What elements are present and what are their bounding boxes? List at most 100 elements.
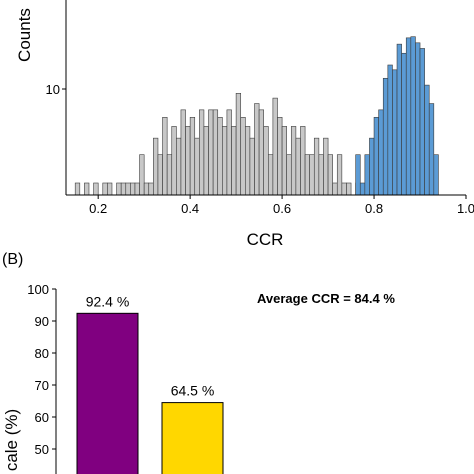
histogram-bar (359, 182, 366, 196)
histogram-bar (369, 137, 375, 196)
histogram-bar (134, 182, 140, 196)
histogram-bar (93, 182, 99, 196)
histogram-bar (300, 126, 306, 196)
histogram-x-ticks: 0.2 0.4 0.6 0.8 1.0 (89, 195, 474, 216)
histogram-bar (157, 154, 163, 196)
histogram-bar (130, 182, 136, 196)
histogram-bar (171, 126, 177, 196)
histogram-bar (309, 154, 315, 196)
histogram-x-tick-label: 0.2 (89, 201, 107, 216)
histogram-bar (258, 109, 265, 196)
bar-panel: (B) Average CCR = 84.4 % 50 60 70 80 90 100 9… (2, 251, 395, 474)
histogram-bar (74, 182, 81, 196)
bar-bars (76, 312, 224, 474)
histogram-bar (166, 154, 173, 196)
histogram-bar (199, 109, 205, 196)
panel-b-label: (B) (2, 251, 23, 268)
histogram-bar (424, 84, 430, 196)
histogram-bar (203, 126, 209, 196)
histogram-bar (185, 126, 191, 196)
bar-y-axis-label: cale (%) (2, 409, 21, 471)
bar-y-tick-label: 70 (35, 378, 49, 393)
histogram-bar (125, 182, 131, 196)
histogram-bar (286, 154, 292, 196)
histogram-bar (341, 182, 347, 196)
bar-y-tick-label: 60 (35, 410, 49, 425)
histogram-bar (212, 109, 219, 196)
histogram-bar (153, 137, 159, 196)
histogram-x-tick-label: 0.4 (181, 201, 199, 216)
histogram-bar (249, 137, 255, 196)
histogram-bar (327, 154, 333, 196)
bar-value-labels: 92.4 % 64.5 % (86, 293, 215, 398)
histogram-y-axis-label: Counts (15, 8, 34, 62)
histogram-bar (267, 154, 274, 196)
bar-y-tick-label: 100 (27, 282, 49, 297)
histogram-bar (208, 109, 214, 196)
histogram-x-tick-label: 0.6 (273, 201, 291, 216)
histogram-bar (396, 43, 402, 196)
histogram-bar (162, 117, 168, 196)
histogram-bar (102, 182, 108, 196)
histogram-bar (405, 37, 412, 196)
histogram-bar (235, 93, 242, 196)
histogram-bar (332, 182, 338, 196)
histogram-bar (392, 69, 398, 196)
histogram-y-tick-label: 10 (46, 82, 60, 97)
histogram-bar (226, 109, 232, 196)
histogram-bar (419, 48, 425, 196)
histogram-bar (364, 154, 370, 196)
histogram-panel: 0.2 0.4 0.6 0.8 1.0 10 CCR Counts (15, 0, 474, 249)
histogram-x-tick-label: 1.0 (457, 201, 474, 216)
bar-y-tick-label: 50 (35, 442, 49, 457)
histogram-bar (373, 117, 379, 196)
histogram-bar (323, 137, 329, 196)
histogram-bar (318, 154, 324, 196)
bar-y-tick-label: 80 (35, 346, 49, 361)
histogram-bar (217, 117, 223, 196)
histogram-bar (401, 52, 407, 196)
histogram-bar (263, 126, 269, 196)
histogram-bar (355, 154, 361, 196)
histogram-bar (378, 109, 384, 196)
histogram-y-ticks: 10 (46, 82, 66, 97)
histogram-bar (346, 182, 352, 196)
average-ccr-annotation: Average CCR = 84.4 % (257, 291, 395, 306)
bar-y-tick-label: 90 (35, 314, 49, 329)
histogram-bar (295, 137, 301, 196)
bar-value-label: 92.4 % (86, 293, 130, 309)
histogram-bar (148, 182, 154, 196)
histogram-bar (139, 154, 145, 196)
histogram-bars (74, 36, 439, 196)
histogram-bar (194, 137, 200, 196)
histogram-bar (254, 103, 260, 196)
histogram-bar (281, 126, 287, 196)
histogram-bar (107, 182, 113, 196)
histogram-bar (410, 36, 416, 196)
histogram-bar (180, 109, 186, 196)
histogram-x-axis-label: CCR (247, 230, 284, 249)
histogram-bar (116, 182, 122, 196)
bar (76, 312, 139, 474)
histogram-bar (245, 126, 251, 196)
histogram-bar (415, 42, 421, 196)
histogram-bar (84, 182, 90, 196)
histogram-bar (336, 154, 343, 196)
bar-y-ticks: 50 60 70 80 90 100 (27, 282, 56, 457)
histogram-bar (313, 137, 320, 196)
histogram-bar (428, 103, 435, 196)
histogram-bar (240, 117, 246, 196)
histogram-x-tick-label: 0.8 (365, 201, 383, 216)
histogram-bar (189, 117, 196, 196)
histogram-bar (272, 97, 278, 196)
histogram-bar (231, 126, 237, 196)
histogram-bar (382, 77, 389, 196)
histogram-bar (120, 182, 127, 196)
histogram-bar (290, 126, 297, 196)
histogram-bar (433, 154, 439, 196)
histogram-bar (143, 182, 150, 196)
bar (161, 402, 224, 474)
histogram-bar (176, 137, 182, 196)
histogram-bar (277, 117, 283, 196)
